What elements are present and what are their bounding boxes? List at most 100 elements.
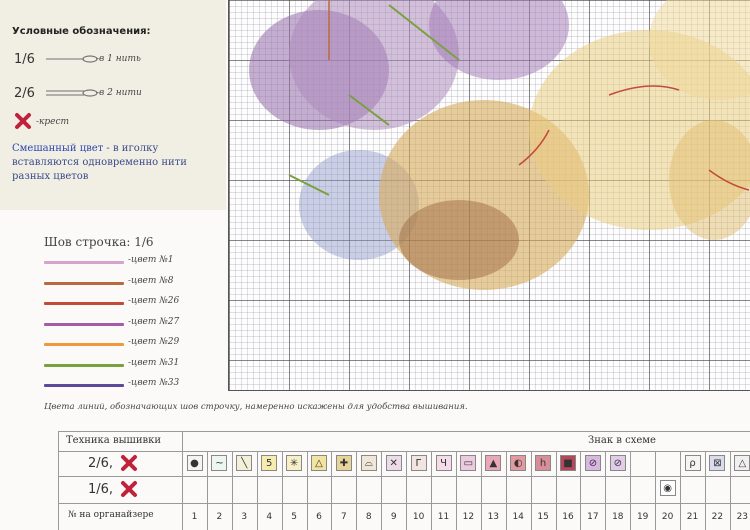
- symbol-cell-2: ~: [211, 455, 228, 471]
- organizer-number: 14: [512, 512, 524, 522]
- organizer-number: 23: [736, 512, 749, 522]
- organizer-number: 11: [437, 512, 450, 522]
- backstitch-item: -цвет №1: [44, 255, 194, 269]
- organizer-number: 7: [341, 512, 347, 522]
- chart-motif-peach-edge: [669, 120, 750, 240]
- symbol-cell-3: ╲: [236, 455, 253, 471]
- symbol-cell-18: ⊘: [609, 455, 626, 471]
- organizer-number: 22: [711, 512, 724, 522]
- organizer-number-header: № на органайзере: [68, 510, 154, 520]
- symbol-cell-14: ◐: [510, 455, 527, 471]
- symbol-cell-7: ✚: [335, 455, 352, 471]
- table-column-divider: [306, 451, 308, 530]
- organizer-number: 16: [562, 512, 574, 522]
- organizer-number: 9: [390, 512, 397, 522]
- legend-panel: Условные обозначения: 1/6 -в 1 нить 2/6 …: [0, 0, 226, 210]
- backstitch-item: -цвет №8: [44, 276, 194, 290]
- backstitch-label: -цвет №1: [128, 255, 174, 265]
- symbol-cell-4: 5: [261, 455, 278, 471]
- one-thread-label: -в 1 нить: [96, 54, 141, 64]
- symbol-cell-5: ✳: [286, 455, 303, 471]
- legend-title: Условные обозначения:: [12, 26, 151, 37]
- backstitch-item: -цвет №27: [44, 317, 194, 331]
- organizer-number: 2: [216, 512, 223, 522]
- table-column-divider: [630, 451, 632, 530]
- mixed-color-note: Смешанный цвет - в иголку вставляются од…: [12, 142, 226, 184]
- table-column-divider: [555, 451, 557, 530]
- table-column-divider: [530, 451, 532, 530]
- table-column-divider: [406, 451, 408, 530]
- table-column-divider: [505, 451, 507, 530]
- symbol-cell-12: ▭: [460, 455, 477, 471]
- backstitch-item: -цвет №33: [44, 378, 194, 392]
- symbol-cell-23: △: [734, 455, 750, 471]
- two-thread-fraction: 2/6: [14, 86, 35, 101]
- symbol-cell-6: △: [311, 455, 327, 471]
- backstitch-label: -цвет №31: [128, 357, 180, 368]
- organizer-number: 5: [291, 512, 297, 522]
- backstitch-label: -цвет №29: [128, 337, 180, 347]
- backstitch-color-line: [44, 384, 124, 387]
- chart-motif-brown-shadow: [399, 200, 519, 280]
- table-column-divider: [231, 451, 233, 530]
- backstitch-label: -цвет №8: [128, 275, 174, 286]
- organizer-number: 3: [241, 512, 248, 522]
- table-column-divider: [256, 451, 258, 530]
- row-one-sixth-symbol-20: ◉: [659, 480, 676, 496]
- backstitch-item: -цвет №31: [44, 358, 194, 372]
- organizer-number: 21: [686, 512, 699, 522]
- symbol-cell-22: ⊠: [709, 455, 726, 471]
- table-column-divider: [331, 451, 333, 530]
- organizer-number: 8: [365, 512, 372, 522]
- mixed-color-text: - в иголку вставляются одновременно нити…: [12, 143, 187, 182]
- needle-one-thread-icon: [46, 55, 98, 63]
- symbol-cell-19: [635, 455, 651, 471]
- row-two-sixths-cross-icon: [121, 455, 137, 471]
- table-column-divider: [680, 451, 681, 530]
- organizer-number: 13: [487, 512, 500, 522]
- table-column-divider: [381, 451, 383, 530]
- organizer-number: 1: [191, 512, 198, 522]
- needle-two-threads-icon: [46, 89, 98, 97]
- table-column-divider: [605, 451, 607, 530]
- table-column-divider: [206, 451, 208, 530]
- row-two-sixths-fraction: 2/6,: [88, 456, 114, 471]
- organizer-number: 4: [266, 512, 273, 522]
- mixed-color-lead: Смешанный цвет: [12, 143, 104, 154]
- two-thread-label: -в 2 нити: [96, 88, 142, 98]
- backstitch-color-line: [44, 322, 124, 326]
- symbol-cell-8: ⌓: [360, 455, 377, 471]
- backstitch-color-line: [44, 343, 124, 346]
- table-column-divider: [729, 451, 731, 530]
- backstitch-title: Шов строчка: 1/6: [44, 235, 154, 249]
- symbol-cell-9: ✕: [385, 455, 402, 471]
- organizer-number: 12: [462, 512, 475, 522]
- table-column-divider: [356, 451, 358, 530]
- one-thread-fraction: 1/6: [14, 52, 35, 67]
- symbol-cell-16: ■: [560, 455, 576, 471]
- organizer-number: 19: [636, 512, 649, 522]
- embroidery-chart: [228, 0, 750, 391]
- symbol-cell-11: Ч: [435, 455, 452, 471]
- symbol-cell-1: ●: [186, 455, 203, 471]
- cross-label: -крест: [36, 117, 70, 127]
- cross-stitch-icon: [15, 113, 31, 129]
- symbol-header: Знак в схеме: [588, 435, 656, 446]
- backstitch-color-line: [44, 302, 124, 305]
- organizer-number: 20: [661, 512, 674, 522]
- table-column-divider: [655, 451, 657, 530]
- table-column-divider: [281, 451, 283, 530]
- table-column-divider: [455, 451, 457, 530]
- backstitch-label: -цвет №26: [128, 296, 180, 306]
- backstitch-item: -цвет №26: [44, 296, 194, 310]
- backstitch-color-line: [44, 363, 124, 367]
- row-one-sixth-cross-icon: [121, 481, 137, 497]
- symbol-cell-17: ⊘: [584, 455, 601, 471]
- technique-header: Техника вышивки: [66, 435, 162, 446]
- organizer-number: 6: [316, 512, 322, 522]
- organizer-number: 18: [612, 512, 624, 522]
- symbol-cell-20: [660, 455, 676, 471]
- line-colors-caption: Цвета линий, обозначающих шов строчку, н…: [44, 402, 468, 412]
- table-column-divider: [431, 451, 432, 530]
- backstitch-item: -цвет №29: [44, 337, 194, 351]
